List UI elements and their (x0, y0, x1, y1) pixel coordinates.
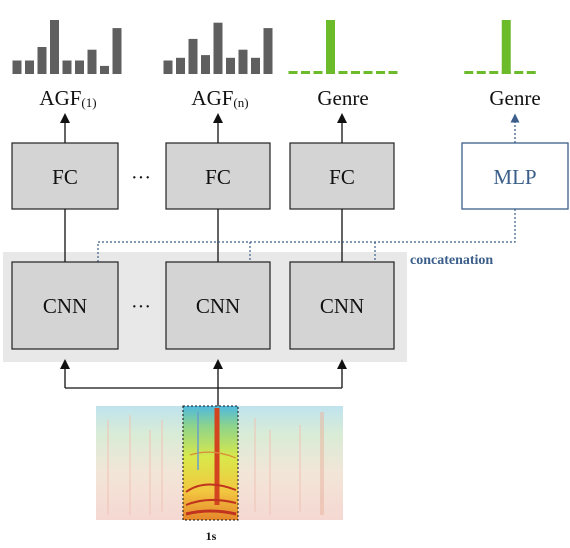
label-agf-n: AGF(n) (191, 86, 248, 110)
histogram-bar (176, 57, 185, 74)
histogram-baseline-segment (50, 71, 59, 74)
spectrogram-image (96, 406, 343, 520)
histogram-baseline-segment (176, 71, 185, 74)
label-agf-1: AGF(1) (39, 86, 96, 110)
histogram-bar (75, 60, 84, 74)
histogram-baseline-segment (464, 71, 474, 74)
histogram-agf-1 (12, 20, 122, 75)
histogram-baseline-segment (301, 71, 310, 74)
svg-text:CNN: CNN (196, 294, 240, 318)
ellipsis-fc: ··· (131, 167, 151, 189)
histogram-bar (251, 57, 260, 74)
concatenation-label: concatenation (410, 253, 493, 268)
histogram-bar (226, 57, 235, 74)
histogram-baseline-segment (351, 71, 360, 74)
window-1s-label: 1s (206, 529, 217, 543)
histogram-baseline-segment (87, 71, 97, 74)
cnn-box-n: CNN (165, 261, 271, 350)
label-genre-left: Genre (317, 86, 368, 110)
histogram-baseline-segment (238, 71, 248, 74)
histogram-bar (263, 28, 273, 75)
histogram-baseline-segment (526, 71, 536, 74)
svg-text:FC: FC (205, 165, 231, 189)
histogram-bar (62, 60, 72, 74)
histogram-baseline-segment (188, 71, 198, 74)
concatenation-connector (97, 209, 516, 262)
histogram-baseline-segment (226, 71, 235, 74)
histogram-baseline-segment (326, 71, 335, 74)
histogram-bar (238, 49, 248, 74)
input-arrows (60, 359, 347, 406)
histogram-baseline-segment (363, 71, 373, 74)
svg-text:CNN: CNN (43, 294, 87, 318)
histogram-bar (501, 20, 511, 74)
histogram-bar (87, 49, 97, 74)
svg-text:CNN: CNN (320, 294, 364, 318)
histogram-baseline-segment (476, 71, 486, 74)
histogram-agf-n (163, 22, 273, 75)
histogram-baseline-segment (251, 71, 260, 74)
svg-text:MLP: MLP (493, 165, 536, 189)
svg-text:FC: FC (329, 165, 355, 189)
histogram-baseline-segment (75, 71, 84, 74)
histogram-bar (201, 55, 210, 74)
cnn-box-genre: CNN (289, 261, 395, 350)
histogram-baseline-segment (112, 71, 122, 74)
label-genre-right: Genre (489, 86, 540, 110)
histogram-baseline-segment (288, 71, 298, 74)
histogram-baseline-segment (201, 71, 210, 74)
histogram-bar (213, 22, 223, 74)
histogram-bar (12, 60, 22, 74)
histogram-baseline-segment (100, 71, 109, 74)
histogram-baseline-segment (12, 71, 22, 74)
histogram-bar (163, 60, 173, 74)
histogram-baseline-segment (213, 71, 223, 74)
histogram-bar (188, 38, 198, 74)
histogram-baseline-segment (376, 71, 385, 74)
histogram-baseline-segment (338, 71, 348, 74)
histogram-genre-right (464, 20, 536, 74)
fc-box-genre: FC (289, 142, 395, 210)
histogram-baseline-segment (62, 71, 72, 74)
histogram-baseline-segment (263, 71, 273, 74)
fc-box-1: FC (11, 142, 119, 210)
histogram-baseline-segment (163, 71, 173, 74)
ellipsis-cnn: ··· (131, 296, 151, 318)
histogram-bar (25, 60, 34, 74)
histogram-genre-left (288, 20, 398, 74)
histogram-baseline-segment (25, 71, 34, 74)
cnn-box-1: CNN (11, 261, 119, 350)
fc-box-n: FC (165, 142, 271, 210)
histogram-baseline-segment (37, 71, 47, 74)
histogram-baseline-segment (501, 71, 511, 74)
window-1s-box (182, 405, 239, 521)
svg-text:FC: FC (52, 165, 78, 189)
histogram-baseline-segment (514, 71, 524, 74)
histogram-bar (100, 65, 109, 74)
histogram-bar (326, 20, 335, 74)
histogram-baseline-segment (388, 71, 398, 74)
histogram-baseline-segment (489, 71, 499, 74)
mlp-box: MLP (461, 142, 569, 210)
histogram-bar (37, 47, 47, 74)
histogram-bar (112, 28, 122, 75)
histogram-baseline-segment (313, 71, 323, 74)
histogram-bar (50, 20, 59, 74)
